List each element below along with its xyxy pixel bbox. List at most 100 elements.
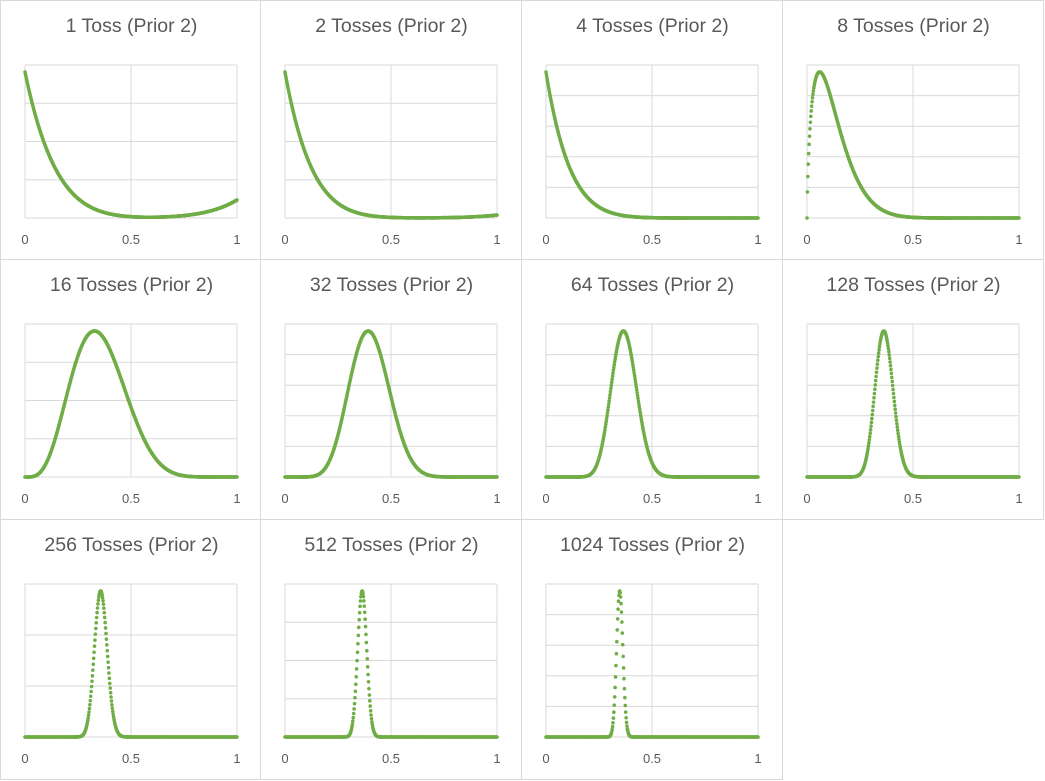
data-point [871,400,876,404]
data-point [605,411,610,415]
chart-plot: 0 0.5 1 [21,64,241,247]
data-point [109,699,114,703]
data-point [365,665,370,669]
data-point [867,438,872,442]
data-point [876,351,881,355]
data-point [110,709,115,714]
data-point [359,594,363,599]
data-point [353,695,357,700]
data-point [93,638,97,642]
data-point [108,681,112,686]
data-point [611,371,615,376]
x-tick-label: 1 [493,751,500,766]
x-tick-label: 0.5 [643,232,661,247]
x-tick-label: 0 [542,232,549,247]
data-point [235,475,239,479]
chart-plot: 0 0.5 1 [281,64,501,247]
chart-panel: 16 Tosses (Prior 2) 0 0.5 1 [0,260,261,520]
data-point [808,127,812,131]
x-tick-label: 0.5 [904,491,922,506]
chart-panel: 4 Tosses (Prior 2) 0 0.5 1 [522,0,783,260]
data-point [875,362,880,366]
data-point [1017,216,1021,220]
data-point [366,672,370,677]
data-point [363,624,368,629]
data-point [358,599,363,603]
data-point [892,403,897,408]
chart-title: 16 Tosses (Prior 2) [49,274,214,296]
data-point [632,374,637,378]
data-point [894,418,899,423]
data-point [91,662,96,667]
data-point [636,399,641,403]
data-point [235,735,239,739]
x-tick-label: 1 [754,491,761,506]
data-point [607,396,612,400]
data-point [609,380,614,385]
x-tick-label: 1 [233,751,240,766]
data-point [889,367,893,372]
chart-panel: 64 Tosses (Prior 2) 0 0.5 1 [522,260,783,520]
data-point [350,722,355,726]
data-point [756,216,760,220]
data-point [107,671,111,675]
data-point [102,606,106,610]
x-tick-label: 0.5 [122,232,140,247]
data-point [605,414,609,418]
data-point [877,348,881,352]
data-point [888,360,892,364]
data-point [102,610,107,615]
data-series [23,329,239,479]
data-point [91,656,96,661]
chart-panel: 128 Tosses (Prior 2) 0 0.5 1 [783,260,1044,520]
data-point [885,341,890,345]
data-point [867,441,871,445]
data-point [887,356,892,361]
data-point [110,702,114,707]
data-point [606,405,611,409]
chart-plot: 0 0.5 1 [21,323,241,506]
data-point [609,386,613,391]
data-point [809,109,814,113]
data-point [95,610,99,615]
chart-title: 8 Tosses (Prior 2) [837,15,990,37]
x-tick-label: 0.5 [382,491,400,506]
data-point [96,602,100,606]
data-point [633,376,637,381]
data-series [544,70,760,220]
data-point [870,416,874,421]
data-point [756,475,760,479]
data-point [87,710,91,714]
data-point [105,643,109,647]
data-point [366,680,371,684]
data-point [890,375,894,380]
data-point [106,665,111,670]
data-point [95,606,100,610]
chart-title: 4 Tosses (Prior 2) [576,15,729,37]
data-point [635,390,639,395]
data-point [110,706,115,711]
data-point [637,407,642,412]
data-point [886,343,890,348]
data-point [805,190,810,194]
data-series [23,589,239,739]
data-point [611,368,616,373]
data-point [102,615,107,620]
data-point [806,162,811,166]
data-point [92,650,96,655]
data-point [807,134,812,138]
data-point [94,626,98,631]
data-point [873,387,877,392]
chart-plot: 0 0.5 1 [281,583,501,766]
x-tick-label: 1 [1015,232,1022,247]
chart-title: 256 Tosses (Prior 2) [44,534,219,556]
data-point [886,346,891,351]
data-point [351,719,355,723]
data-point [610,374,615,379]
data-point [635,393,640,398]
data-point [1017,475,1021,479]
data-point [357,610,362,615]
data-point [637,402,641,406]
data-point [362,599,366,603]
